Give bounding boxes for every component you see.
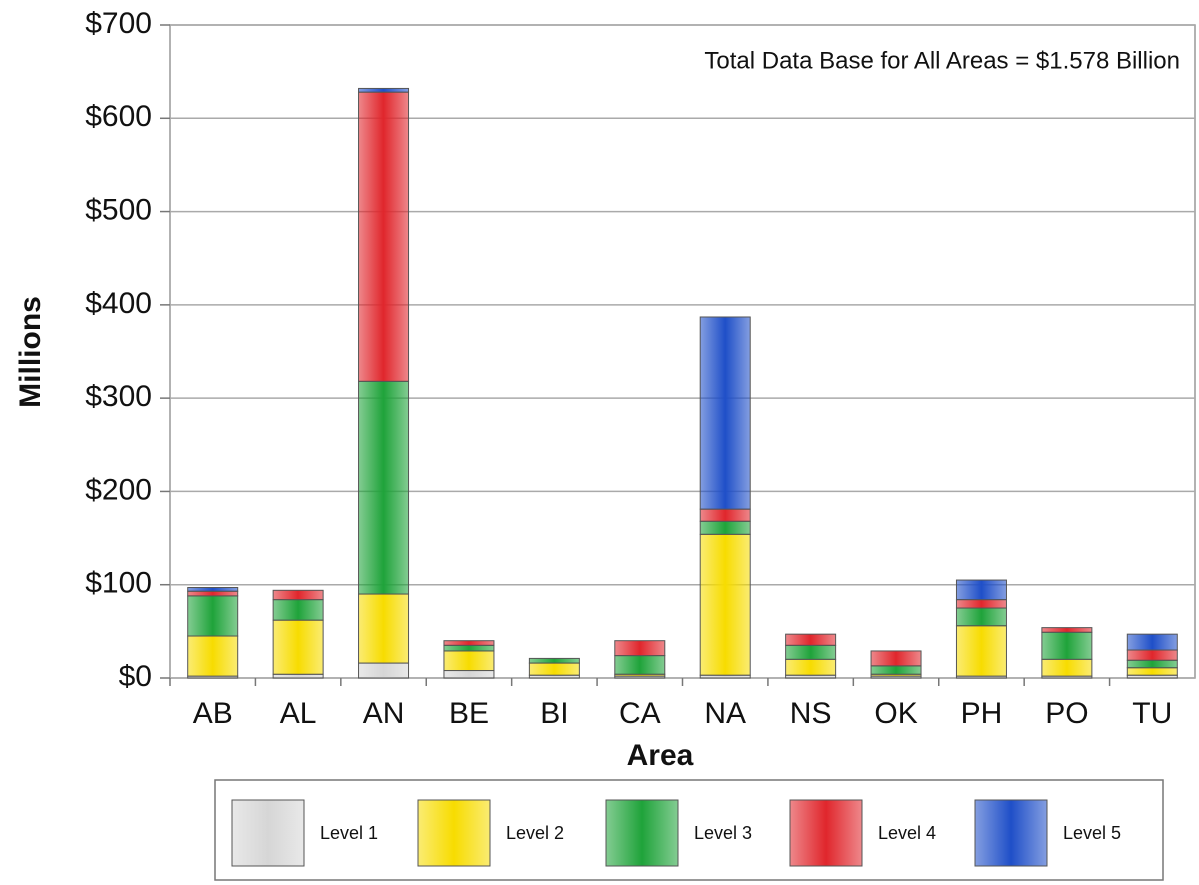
bar-segment	[272, 673, 324, 679]
bar-segment	[955, 599, 1007, 609]
bar-segment	[785, 633, 837, 646]
x-tick-label: AN	[363, 697, 405, 730]
x-tick-label: BI	[540, 697, 568, 730]
bar-segment	[1126, 659, 1178, 669]
bar-segment	[870, 650, 922, 667]
bar-segment	[1041, 658, 1093, 677]
bar-segment	[614, 655, 666, 675]
x-tick-label: OK	[874, 697, 917, 730]
bar-segment	[272, 619, 324, 675]
bar-segment	[528, 662, 580, 676]
legend-swatch	[974, 799, 1048, 867]
x-tick-label: PH	[961, 697, 1003, 730]
bar-segment	[528, 657, 580, 664]
x-tick-label: AB	[193, 697, 233, 730]
y-tick-label: $500	[85, 193, 152, 226]
bar-segment	[187, 590, 239, 597]
x-tick-label: AL	[280, 697, 317, 730]
bar-segment	[443, 640, 495, 646]
bar-segment	[187, 595, 239, 637]
y-tick-label: $600	[85, 100, 152, 133]
bar-segment	[699, 508, 751, 522]
legend-label: Level 1	[320, 823, 378, 843]
x-tick-label: CA	[619, 697, 661, 730]
x-tick-label: PO	[1045, 697, 1088, 730]
bar-segment	[272, 589, 324, 601]
x-tick-label: NS	[790, 697, 832, 730]
bar-segment	[699, 533, 751, 676]
bar-segment	[187, 587, 239, 592]
bar-segment	[699, 520, 751, 535]
plot-frame	[169, 24, 1196, 679]
bar-segment	[358, 87, 410, 93]
bar-segment	[1041, 631, 1093, 660]
bar-segment	[1126, 667, 1178, 676]
legend-swatch	[231, 799, 305, 867]
bar-segment	[358, 662, 410, 679]
y-tick-label: $400	[85, 287, 152, 320]
legend-swatch	[417, 799, 491, 867]
x-tick-label: BE	[449, 697, 489, 730]
legend-label: Level 2	[506, 823, 564, 843]
bar-segment	[1126, 633, 1178, 651]
bar-segment	[955, 579, 1007, 601]
bar-segment	[699, 316, 751, 510]
bar-segment	[1126, 649, 1178, 661]
bar-segment	[358, 380, 410, 595]
bar-segment	[614, 640, 666, 657]
bar-segment	[955, 625, 1007, 677]
y-tick-label: $300	[85, 380, 152, 413]
bar-segment	[785, 644, 837, 660]
bar-segment	[1041, 627, 1093, 633]
y-tick-label: $0	[119, 660, 152, 693]
bar-segment	[443, 650, 495, 672]
y-tick-label: $100	[85, 567, 152, 600]
legend-label: Level 3	[694, 823, 752, 843]
legend-swatch	[605, 799, 679, 867]
bar-segment	[870, 665, 922, 675]
legend-swatch	[789, 799, 863, 867]
y-tick-label: $200	[85, 473, 152, 506]
bar-segment	[955, 607, 1007, 627]
legend-label: Level 4	[878, 823, 936, 843]
legend-label: Level 5	[1063, 823, 1121, 843]
bar-segment	[272, 599, 324, 621]
bar-segment	[785, 658, 837, 676]
x-tick-label: NA	[704, 697, 746, 730]
y-tick-label: $700	[85, 7, 152, 40]
bar-segment	[443, 644, 495, 652]
x-axis-label: Area	[627, 739, 694, 772]
bar-segment	[443, 670, 495, 679]
bar-segment	[358, 91, 410, 382]
annotation: Total Data Base for All Areas = $1.578 B…	[704, 47, 1180, 74]
x-tick-label: TU	[1132, 697, 1172, 730]
y-axis-label: Millions	[14, 296, 47, 408]
bar-segment	[358, 593, 410, 664]
bar-segment	[187, 635, 239, 677]
